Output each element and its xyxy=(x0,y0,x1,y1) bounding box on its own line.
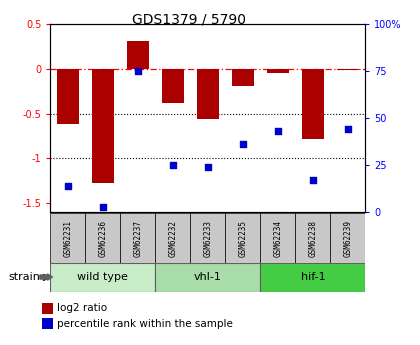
Bar xyxy=(331,213,365,264)
Bar xyxy=(155,213,190,264)
Bar xyxy=(126,41,149,69)
Text: GSM62232: GSM62232 xyxy=(168,220,177,257)
Point xyxy=(170,162,176,168)
Bar xyxy=(226,213,260,264)
Text: GDS1379 / 5790: GDS1379 / 5790 xyxy=(132,12,246,26)
Bar xyxy=(260,263,365,292)
Point xyxy=(344,127,351,132)
Bar xyxy=(85,213,121,264)
Point xyxy=(134,68,141,74)
Bar xyxy=(260,213,295,264)
Bar xyxy=(231,69,254,86)
Bar xyxy=(162,69,184,103)
Bar xyxy=(336,69,359,70)
Text: GSM62234: GSM62234 xyxy=(273,220,282,257)
Text: strain: strain xyxy=(8,272,40,282)
Text: hif-1: hif-1 xyxy=(301,273,325,282)
Text: vhl-1: vhl-1 xyxy=(194,273,222,282)
Bar xyxy=(155,263,260,292)
Bar xyxy=(302,69,324,139)
Text: GSM62236: GSM62236 xyxy=(98,220,108,257)
Point xyxy=(239,142,246,147)
Text: wild type: wild type xyxy=(77,273,129,282)
Bar xyxy=(92,69,114,183)
Bar xyxy=(121,213,155,264)
Point xyxy=(100,204,106,209)
Bar xyxy=(50,263,155,292)
Text: percentile rank within the sample: percentile rank within the sample xyxy=(57,319,233,329)
Point xyxy=(310,177,316,183)
Point xyxy=(65,183,71,189)
Point xyxy=(205,164,211,170)
Text: GSM62238: GSM62238 xyxy=(308,220,318,257)
Text: GSM62233: GSM62233 xyxy=(203,220,213,257)
Text: GSM62239: GSM62239 xyxy=(344,220,352,257)
Bar xyxy=(295,213,331,264)
Text: log2 ratio: log2 ratio xyxy=(57,304,107,313)
Point xyxy=(275,129,281,134)
Bar xyxy=(197,69,219,119)
Text: GSM62235: GSM62235 xyxy=(239,220,247,257)
Text: GSM62231: GSM62231 xyxy=(63,220,72,257)
Text: GSM62237: GSM62237 xyxy=(134,220,142,257)
Bar xyxy=(50,213,85,264)
Bar xyxy=(57,69,79,125)
Bar xyxy=(190,213,226,264)
Bar xyxy=(267,69,289,73)
